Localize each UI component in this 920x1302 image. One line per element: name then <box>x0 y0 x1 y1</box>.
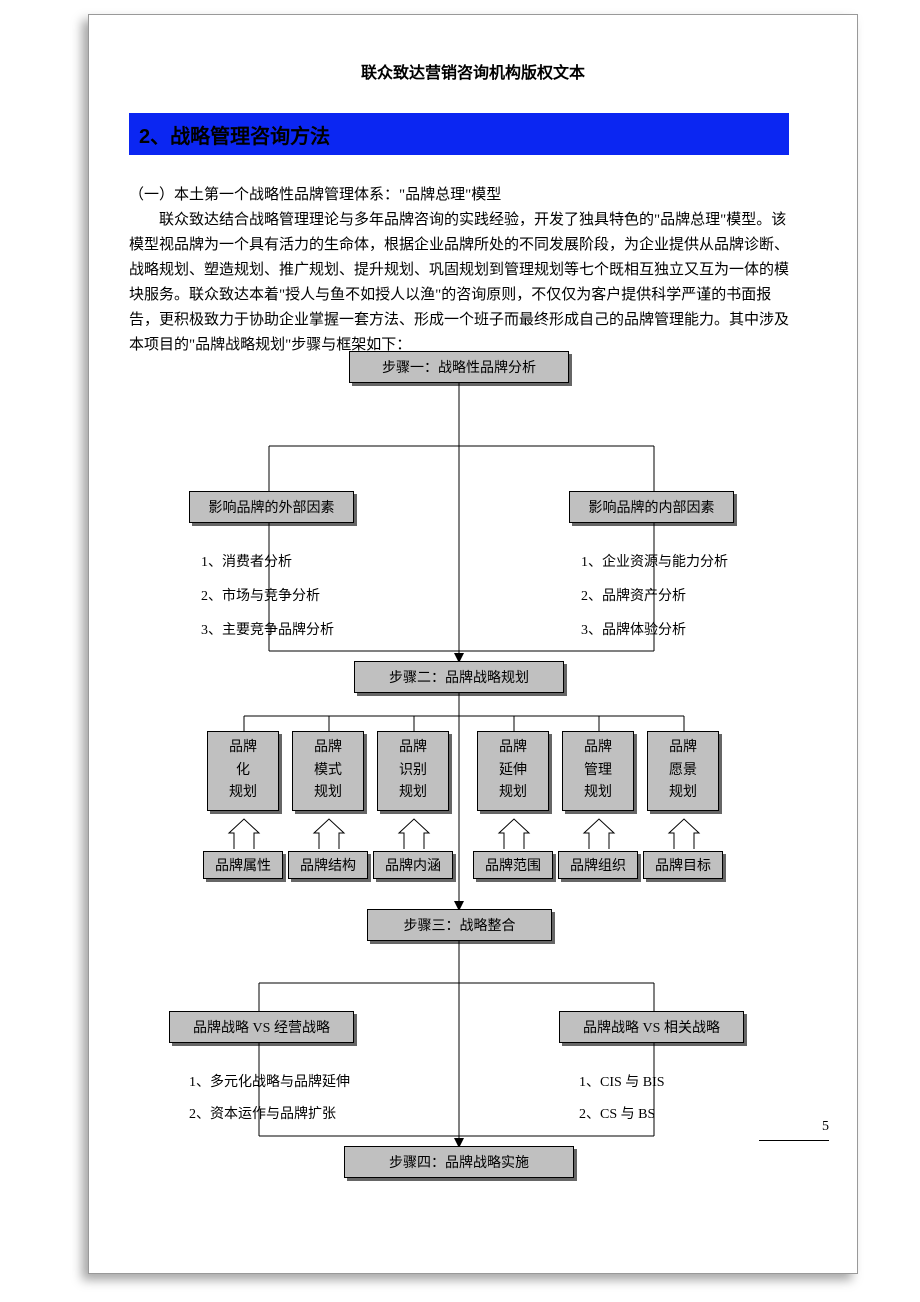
flow-step-2: 步骤二：品牌战略规划 <box>354 661 564 693</box>
sixbox-4: 品牌 管理 规划 <box>562 731 634 811</box>
flow-step-1: 步骤一：战略性品牌分析 <box>349 351 569 383</box>
page-number: 5 <box>822 1119 829 1135</box>
sixbox-2: 品牌 识别 规划 <box>377 731 449 811</box>
b3-right-2: 2、CS 与 BS <box>579 1103 655 1123</box>
flowchart: 步骤一：战略性品牌分析 影响品牌的外部因素 影响品牌的内部因素 1、消费者分析 … <box>129 351 789 1231</box>
b1-left-3: 3、主要竞争品牌分析 <box>201 619 334 639</box>
subsection-title: （一）本土第一个战略性品牌管理体系："品牌总理"模型 <box>129 183 789 208</box>
flow-branch3-right: 品牌战略 VS 相关战略 <box>559 1011 744 1043</box>
body-paragraph: 联众致达结合战略管理理论与多年品牌咨询的实践经验，开发了独具特色的"品牌总理"模… <box>129 208 789 358</box>
body-text: （一）本土第一个战略性品牌管理体系："品牌总理"模型 联众致达结合战略管理理论与… <box>129 183 789 358</box>
tag-5: 品牌目标 <box>643 851 723 879</box>
b1-right-3: 3、品牌体验分析 <box>581 619 686 639</box>
section-heading-text: 2、战略管理咨询方法 <box>139 120 330 149</box>
sixbox-3: 品牌 延伸 规划 <box>477 731 549 811</box>
b3-left-2: 2、资本运作与品牌扩张 <box>189 1103 336 1123</box>
flow-branch1-left: 影响品牌的外部因素 <box>189 491 354 523</box>
page-number-underline <box>759 1140 829 1141</box>
sixbox-1: 品牌 模式 规划 <box>292 731 364 811</box>
sixbox-5: 品牌 愿景 规划 <box>647 731 719 811</box>
tag-3: 品牌范围 <box>473 851 553 879</box>
section-heading: 2、战略管理咨询方法 <box>129 113 789 155</box>
page: 联众致达营销咨询机构版权文本 2、战略管理咨询方法 （一）本土第一个战略性品牌管… <box>88 14 858 1274</box>
b3-left-1: 1、多元化战略与品牌延伸 <box>189 1071 350 1091</box>
b1-right-1: 1、企业资源与能力分析 <box>581 551 728 571</box>
tag-4: 品牌组织 <box>558 851 638 879</box>
tag-0: 品牌属性 <box>203 851 283 879</box>
tag-2: 品牌内涵 <box>373 851 453 879</box>
tag-1: 品牌结构 <box>288 851 368 879</box>
sixbox-0: 品牌 化 规划 <box>207 731 279 811</box>
flow-branch1-right: 影响品牌的内部因素 <box>569 491 734 523</box>
flow-branch3-left: 品牌战略 VS 经营战略 <box>169 1011 354 1043</box>
flow-step-3: 步骤三：战略整合 <box>367 909 552 941</box>
b1-left-1: 1、消费者分析 <box>201 551 292 571</box>
b3-right-1: 1、CIS 与 BIS <box>579 1071 665 1091</box>
b1-right-2: 2、品牌资产分析 <box>581 585 686 605</box>
b1-left-2: 2、市场与竞争分析 <box>201 585 320 605</box>
page-title: 联众致达营销咨询机构版权文本 <box>89 59 857 83</box>
flow-step-4: 步骤四：品牌战略实施 <box>344 1146 574 1178</box>
